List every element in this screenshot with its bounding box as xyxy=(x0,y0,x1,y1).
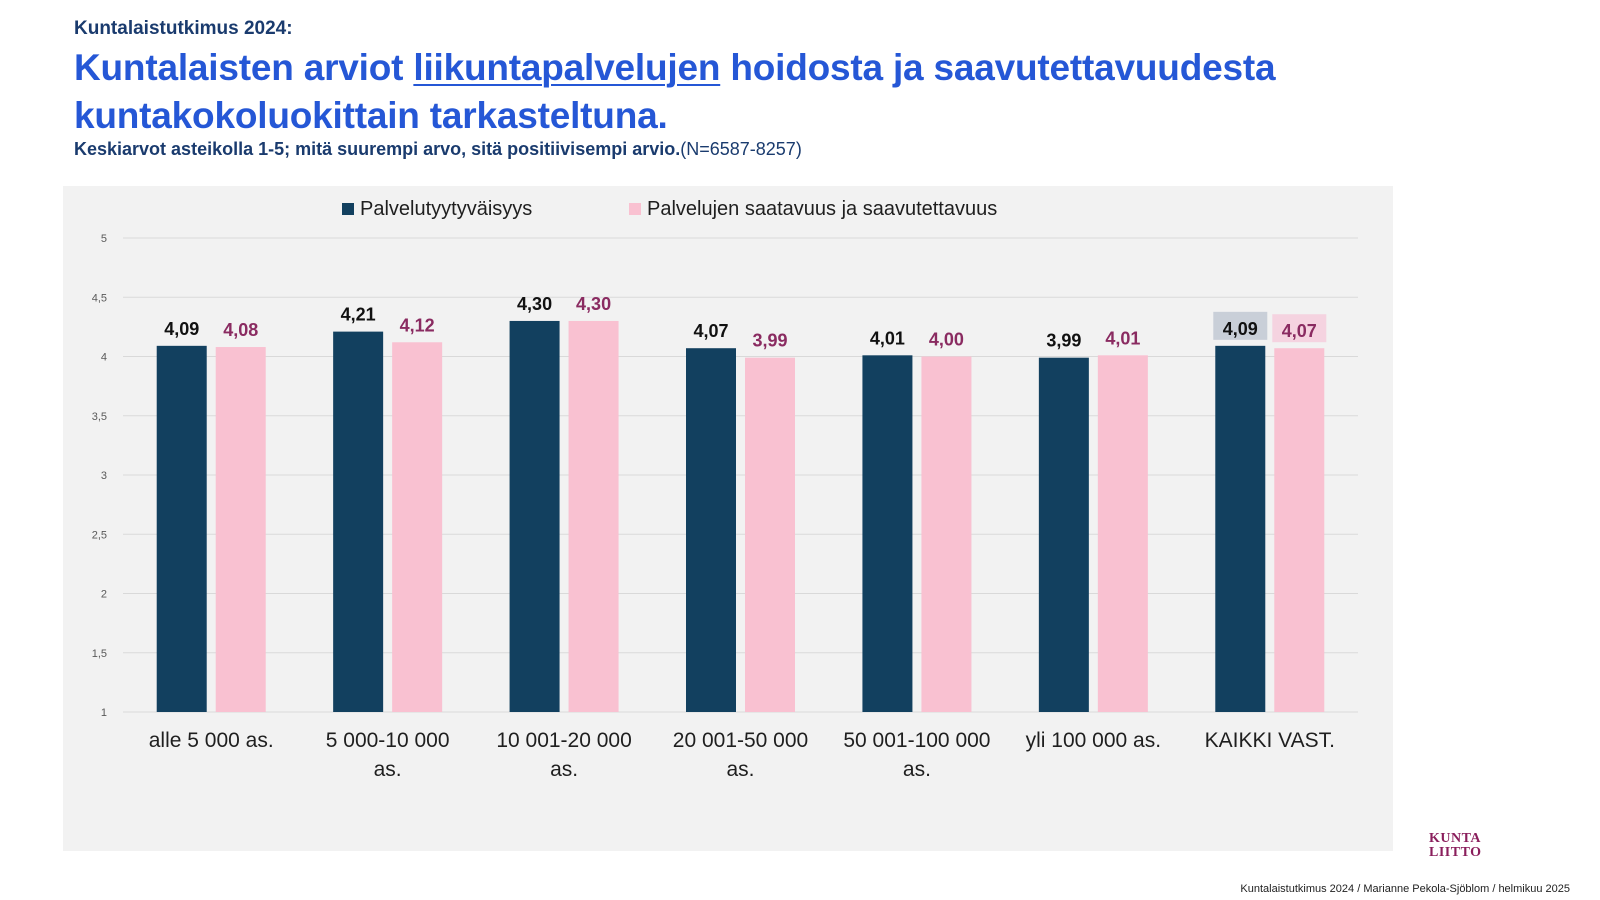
bar-series1 xyxy=(1038,357,1089,712)
y-tick-label: 3 xyxy=(101,470,107,482)
data-label-series1: 4,21 xyxy=(341,305,376,325)
subtitle-scale-note: Keskiarvot asteikolla 1-5; mitä suurempi… xyxy=(74,139,681,159)
x-category-label: yli 100 000 as. xyxy=(1026,729,1161,752)
x-category-label: as. xyxy=(374,758,402,781)
data-label-series2: 4,07 xyxy=(1282,321,1317,341)
legend-swatch-2 xyxy=(629,203,641,215)
bar-series1 xyxy=(1215,345,1266,712)
x-category-label: 10 001-20 000 xyxy=(496,729,631,752)
svg-text:KUNTA: KUNTA xyxy=(1429,831,1481,846)
bar-chart: 1 1,5 2 2,5 3 3,5 4 4,5 5 Palvelutyytyväisyys Palv… xyxy=(92,198,1358,781)
data-label-series1: 4,09 xyxy=(1223,319,1258,339)
data-label-series2: 4,12 xyxy=(400,315,435,335)
svg-text:LIITTO: LIITTO xyxy=(1429,845,1482,859)
bar-series2 xyxy=(1097,355,1148,712)
bar-series2 xyxy=(215,347,266,712)
data-label-series2: 4,00 xyxy=(929,330,964,350)
chart-panel: 1 1,5 2 2,5 3 3,5 4 4,5 5 Palvelutyytyväisyys Palv… xyxy=(63,186,1393,851)
y-tick-label: 1 xyxy=(101,707,107,719)
x-category-label: as. xyxy=(726,758,754,781)
x-category-label: 5 000-10 000 xyxy=(326,729,450,752)
y-tick-label: 1,5 xyxy=(92,648,107,660)
y-tick-label: 2,5 xyxy=(92,529,107,541)
subtitle: Keskiarvot asteikolla 1-5; mitä suurempi… xyxy=(74,139,802,160)
y-tick-label: 5 xyxy=(101,233,107,245)
data-label-series2: 4,01 xyxy=(1105,328,1140,348)
y-tick-label: 4,5 xyxy=(92,292,107,304)
data-label-series2: 3,99 xyxy=(752,331,787,351)
y-tick-label: 2 xyxy=(101,589,107,601)
bar-series2 xyxy=(745,357,795,712)
x-category-label: KAIKKI VAST. xyxy=(1205,729,1335,752)
legend-label-1: Palvelutyytyväisyys xyxy=(360,198,532,220)
y-tick-label: 3,5 xyxy=(92,411,107,423)
x-category-label: alle 5 000 as. xyxy=(149,729,274,752)
data-label-series1: 3,99 xyxy=(1046,331,1081,351)
eyebrow-title: Kuntalaistutkimus 2024: xyxy=(74,18,293,39)
y-tick-label: 4 xyxy=(101,352,107,364)
title-emphasis: liikuntapalvelujen xyxy=(413,47,721,88)
data-label-series1: 4,01 xyxy=(870,328,905,348)
legend-label-2: Palvelujen saatavuus ja saavutettavuus xyxy=(647,198,997,220)
title-part-1: Kuntalaisten arviot xyxy=(74,47,414,88)
bar-series2 xyxy=(1274,348,1325,712)
page-title: Kuntalaisten arviot liikuntapalvelujen h… xyxy=(74,44,1324,140)
title-part-2: hoidosta ja saavutettavuudesta kuntakoko… xyxy=(74,47,1276,136)
x-category-label: 50 001-100 000 xyxy=(843,729,990,752)
bar-series1 xyxy=(862,355,913,712)
data-label-series1: 4,07 xyxy=(693,321,728,341)
bar-series1 xyxy=(509,320,560,712)
bar-series2 xyxy=(392,342,443,712)
bar-series1 xyxy=(156,345,207,712)
data-label-series2: 4,30 xyxy=(576,294,611,314)
footer-credit: Kuntalaistutkimus 2024 / Marianne Pekola… xyxy=(1240,883,1570,895)
bar-series2 xyxy=(568,320,619,712)
x-category-label: as. xyxy=(903,758,931,781)
x-category-label: as. xyxy=(550,758,578,781)
bar-series1 xyxy=(686,348,736,712)
data-label-series1: 4,30 xyxy=(517,294,552,314)
data-label-series2: 4,08 xyxy=(223,320,258,340)
bar-series1 xyxy=(333,331,384,712)
kuntaliitto-logo: KUNTA LIITTO xyxy=(1429,831,1482,859)
x-category-label: 20 001-50 000 xyxy=(673,729,808,752)
data-label-series1: 4,09 xyxy=(164,319,199,339)
bar-series2 xyxy=(921,356,972,712)
label-highlight-series1 xyxy=(1213,311,1268,340)
legend-swatch-1 xyxy=(342,203,354,215)
subtitle-sample-size: (N=6587-8257) xyxy=(680,139,802,159)
label-highlight-series2 xyxy=(1272,314,1327,343)
